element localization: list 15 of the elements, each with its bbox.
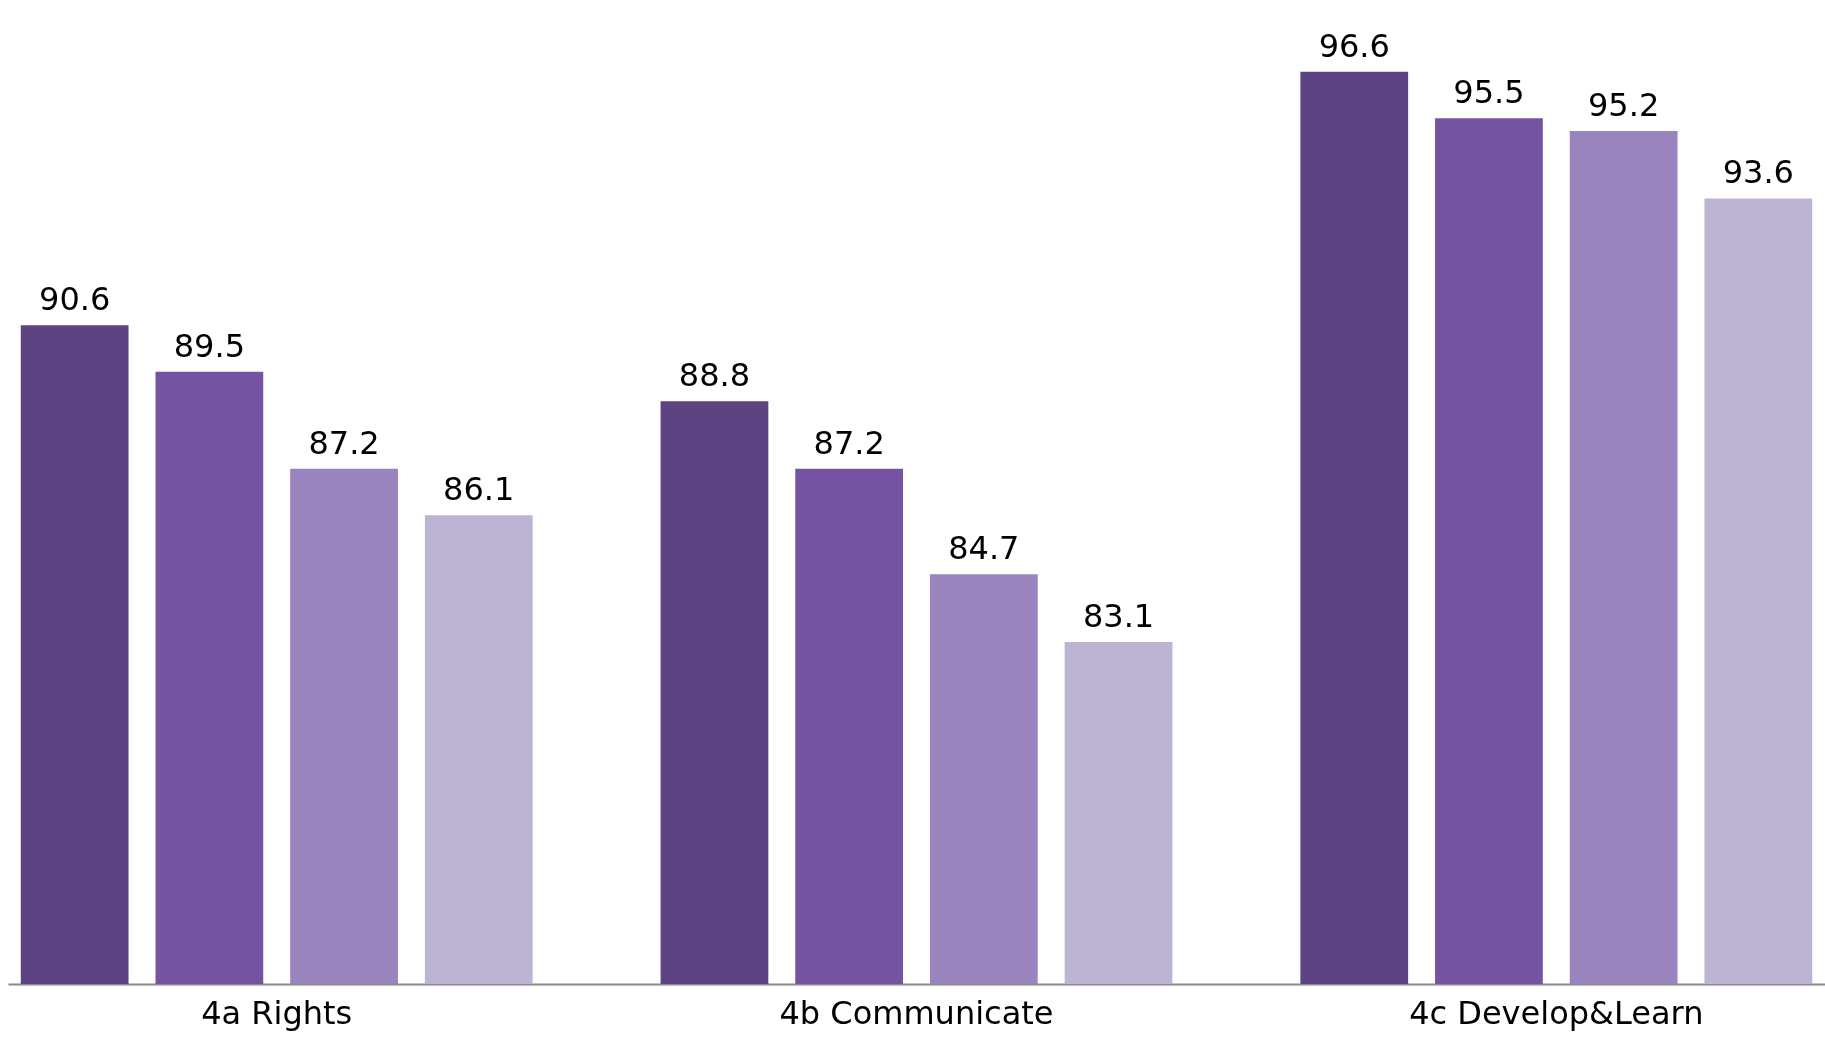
data-label: 87.2 [813,423,885,462]
x-tick-label: 4c Develop&Learn [1409,993,1704,1032]
data-label: 90.6 [39,280,111,319]
data-label: 95.5 [1453,73,1525,112]
data-label: 95.2 [1588,85,1660,124]
data-label: 87.2 [308,423,380,462]
data-label: 93.6 [1722,153,1794,192]
data-label: 83.1 [1082,596,1155,635]
data-label: 86.1 [443,470,515,509]
data-label: 88.8 [678,356,751,395]
data-label: 89.5 [173,326,245,365]
data-label: 84.7 [948,529,1020,568]
x-tick-label: 4a Rights [201,993,353,1032]
x-tick-label: 4b Communicate [779,993,1054,1032]
data-label: 96.6 [1318,26,1390,65]
